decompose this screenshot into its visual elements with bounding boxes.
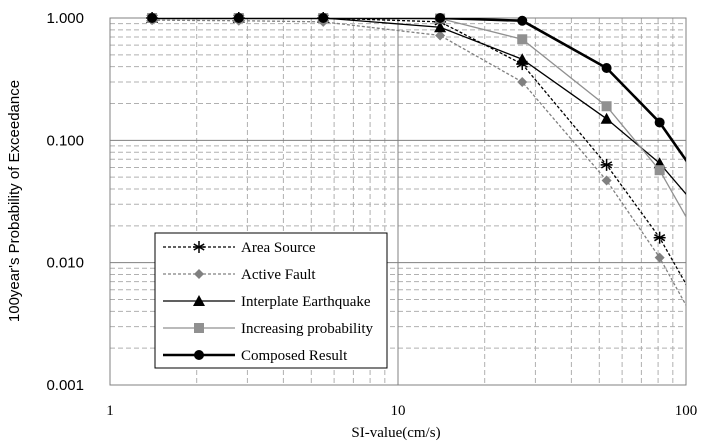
data-point-increasing-probability xyxy=(654,165,665,176)
data-point-composed-result xyxy=(435,13,446,23)
series-line-increasing-probability xyxy=(152,18,686,218)
legend-label-area-source: Area Source xyxy=(241,240,316,256)
data-point-area-source xyxy=(653,231,666,244)
legend-label-active-fault: Active Fault xyxy=(241,267,316,283)
legend-label-composed-result: Composed Result xyxy=(241,348,348,364)
legend-marker-composed-result xyxy=(194,350,204,360)
legend-marker-interplate-earthquake xyxy=(193,295,205,306)
data-point-interplate-earthquake xyxy=(600,112,613,124)
series-line-interplate-earthquake xyxy=(152,18,686,196)
legend-label-increasing-probability: Increasing probability xyxy=(241,321,374,337)
legend-item-composed-result: Composed Result xyxy=(163,348,348,364)
legend-item-interplate-earthquake: Interplate Earthquake xyxy=(163,294,371,310)
y-tick-labels: 0.001 0.010 0.100 1.000 xyxy=(46,10,84,394)
legend-item-increasing-probability: Increasing probability xyxy=(163,321,374,337)
data-point-interplate-earthquake xyxy=(516,53,529,65)
x-axis-title: SI-value(cm/s) xyxy=(351,425,440,441)
data-point-increasing-probability xyxy=(517,34,528,45)
data-point-composed-result xyxy=(517,15,528,26)
data-point-interplate-earthquake xyxy=(434,21,447,33)
data-point-composed-result xyxy=(601,63,612,74)
data-point-active-fault xyxy=(517,76,528,87)
data-point-composed-result xyxy=(147,13,158,23)
y-tick-label: 0.100 xyxy=(46,132,84,149)
x-tick-label: 100 xyxy=(675,403,698,419)
data-point-increasing-probability xyxy=(601,101,612,112)
y-axis-title: 100year's Probability of Exceedance xyxy=(6,80,23,322)
x-tick-labels: 1 10 100 xyxy=(106,403,697,419)
data-point-area-source xyxy=(600,158,613,171)
series-composed-result xyxy=(147,13,686,163)
legend-marker-area-source xyxy=(193,241,205,253)
legend-marker-active-fault xyxy=(194,269,204,279)
data-point-composed-result xyxy=(318,13,329,23)
data-point-active-fault xyxy=(654,252,665,263)
legend-item-area-source: Area Source xyxy=(163,240,316,256)
legend-items: Area Source Active Fault Interplate Earthq… xyxy=(163,240,374,364)
legend-item-active-fault: Active Fault xyxy=(163,267,316,283)
data-point-composed-result xyxy=(654,117,665,128)
x-tick-label: 1 xyxy=(106,403,114,419)
data-point-active-fault xyxy=(435,30,446,41)
series-layer xyxy=(146,12,686,307)
legend-label-interplate-earthquake: Interplate Earthquake xyxy=(241,294,371,310)
legend: Area Source Active Fault Interplate Earthq… xyxy=(154,232,388,369)
series-line-composed-result xyxy=(152,18,686,163)
series-line-area-source xyxy=(152,18,686,286)
series-interplate-earthquake xyxy=(146,12,686,196)
y-tick-label: 1.000 xyxy=(46,10,84,27)
data-point-composed-result xyxy=(233,13,244,23)
y-tick-label: 0.001 xyxy=(46,377,84,394)
legend-marker-increasing-probability xyxy=(194,323,204,333)
y-tick-label: 0.010 xyxy=(46,255,84,272)
x-tick-label: 10 xyxy=(391,403,406,419)
data-point-active-fault xyxy=(601,175,612,186)
series-line-active-fault xyxy=(152,19,686,307)
